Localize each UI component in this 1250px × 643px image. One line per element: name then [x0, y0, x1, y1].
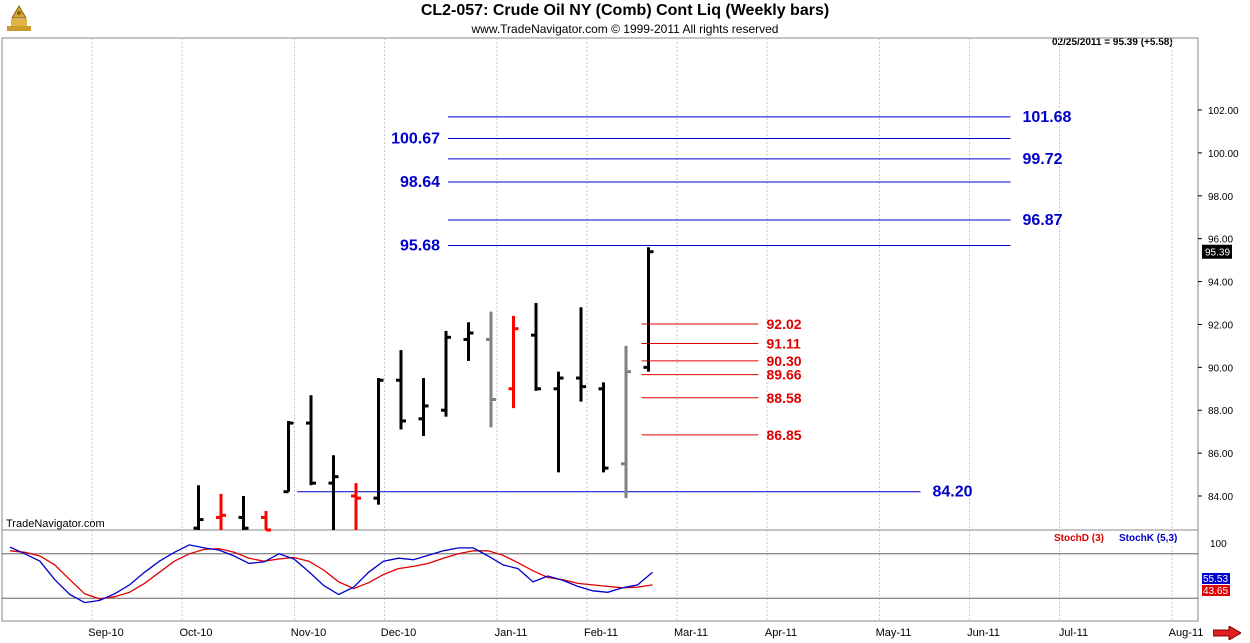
level-label: 86.85 [767, 427, 802, 443]
price-tick-label: 88.00 [1208, 406, 1233, 417]
month-label: Sep-10 [88, 627, 123, 639]
price-tick-label: 90.00 [1208, 363, 1233, 374]
stoch-d-last-label: 43.65 [1203, 586, 1228, 597]
ohlc-bar [553, 371, 564, 473]
ohlc-bar [238, 496, 249, 530]
copyright-subtitle: www.TradeNavigator.com © 1999-2011 All r… [471, 22, 779, 36]
ohlc-bar [418, 378, 429, 436]
ohlc-bar [531, 303, 541, 391]
ohlc-bar [508, 315, 519, 409]
stoch-d-legend: StochD (3) [1054, 533, 1104, 544]
price-tick-label: 98.00 [1208, 192, 1233, 203]
ohlc-bar [396, 350, 406, 430]
last-price-label: 95.39 [1205, 248, 1230, 259]
month-label: Mar-11 [674, 627, 708, 639]
month-label: Jan-11 [495, 627, 528, 639]
price-tick-label: 100.00 [1208, 149, 1239, 160]
month-label: Apr-11 [765, 627, 797, 639]
price-tick-label: 86.00 [1208, 449, 1233, 460]
stoch-d-last-box [1202, 585, 1230, 596]
level-label: 98.64 [400, 174, 440, 191]
bars-layer [193, 247, 654, 532]
ohlc-bar [283, 420, 294, 494]
ohlc-bar [598, 382, 609, 473]
ohlc-bar [373, 378, 384, 505]
month-label: Dec-10 [381, 627, 416, 639]
ohlc-bar [486, 311, 496, 428]
level-label: 96.87 [1023, 212, 1063, 229]
level-label: 84.20 [933, 484, 973, 501]
trade-navigator-logo-icon [7, 5, 31, 31]
ohlc-bar [463, 322, 474, 361]
stoch-d-line [9, 547, 653, 600]
last-price-readout: 02/25/2011 = 95.39 (+5.58) [1052, 37, 1173, 48]
price-tick-label: 96.00 [1208, 235, 1233, 246]
level-label: 100.67 [391, 131, 440, 148]
ohlc-bar [261, 511, 271, 532]
grid-layer [1, 37, 1199, 622]
level-label: 90.30 [767, 353, 802, 369]
ohlc-bar [306, 395, 316, 486]
axis-layer: Sep-10 Oct-10 Nov-10 Dec-10 Jan-11 Feb-11 Mar-… [88, 106, 1239, 639]
stoch-k-legend: StochK (5,3) [1119, 533, 1178, 544]
ohlc-bar [441, 330, 451, 417]
level-label: 95.68 [400, 238, 440, 255]
brand-watermark: TradeNavigator.com [6, 518, 105, 530]
ohlc-bar [328, 455, 339, 530]
ohlc-bar [643, 247, 654, 372]
month-label: Feb-11 [584, 627, 618, 639]
month-label: Oct-10 [179, 627, 212, 639]
price-tick-label: 94.00 [1208, 278, 1233, 289]
ohlc-bar [351, 483, 361, 530]
indicator-axis-label: 100 [1210, 539, 1227, 550]
level-label: 89.66 [767, 367, 802, 383]
level-label: 99.72 [1023, 151, 1063, 168]
ohlc-bar [576, 307, 586, 402]
scroll-right-arrow-icon[interactable] [1213, 626, 1241, 640]
level-label: 88.58 [767, 390, 802, 406]
month-label: May-11 [876, 627, 912, 639]
ohlc-bar [193, 485, 204, 530]
stoch-k-last-label: 55.53 [1203, 574, 1228, 585]
chart-title: CL2-057: Crude Oil NY (Comb) Cont Liq (W… [420, 2, 830, 19]
price-tick-label: 84.00 [1208, 492, 1233, 503]
month-label: Jul-11 [1059, 627, 1088, 639]
month-label: Jun-11 [967, 627, 1000, 639]
plot-frame [1, 37, 1199, 622]
ohlc-bar [216, 493, 226, 530]
month-label: Aug-11 [1169, 627, 1204, 639]
level-label: 91.11 [767, 336, 801, 352]
price-tick-label: 92.00 [1208, 320, 1233, 331]
stoch-k-line [9, 544, 653, 604]
last-price-box [1202, 244, 1232, 259]
price-tick-label: 102.00 [1208, 106, 1239, 117]
levels-layer: 101.68 100.67 99.72 98.64 96.87 95.68 92.02 91.… [297, 109, 1072, 501]
level-label: 92.02 [767, 316, 802, 332]
stoch-k-last-box [1202, 573, 1230, 584]
month-label: Nov-10 [291, 627, 326, 639]
level-label: 101.68 [1023, 109, 1072, 126]
ohlc-bar [621, 345, 631, 499]
